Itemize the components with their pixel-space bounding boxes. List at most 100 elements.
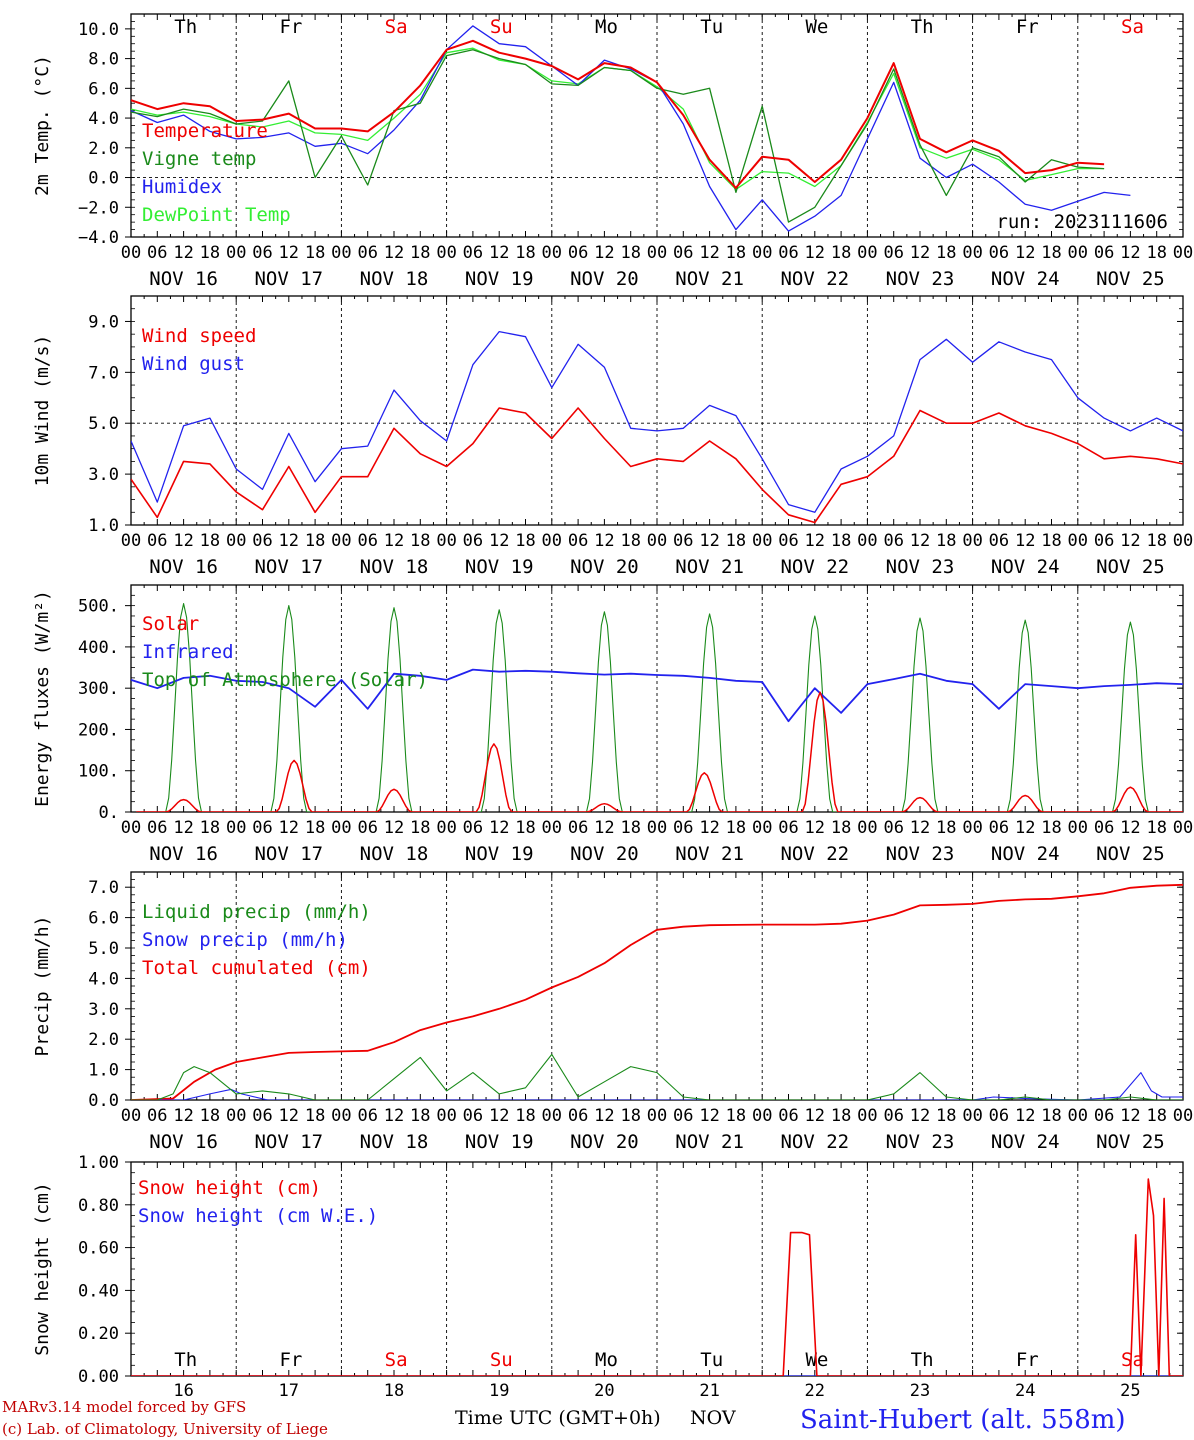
x-hour-label: 18	[936, 531, 956, 551]
x-hour-label: 06	[989, 531, 1009, 551]
x-hour-label: 12	[279, 243, 299, 263]
x-hour-label: 12	[173, 243, 193, 263]
x-hour-label: 12	[805, 1106, 825, 1126]
x-hour-label: 18	[1041, 1106, 1061, 1126]
x-hour-label: 18	[1146, 1106, 1166, 1126]
y-tick-label: 10.0	[78, 20, 119, 40]
weekday-label: Sa	[1121, 1349, 1144, 1371]
x-hour-label: 06	[147, 1106, 167, 1126]
x-date-label: NOV 24	[991, 556, 1060, 578]
x-date-label: NOV 21	[675, 1131, 744, 1153]
weekday-label: Sa	[1121, 16, 1144, 38]
x-date-label: NOV 17	[254, 556, 323, 578]
x-date-label: NOV 16	[149, 556, 218, 578]
x-hour-label: 00	[1068, 1106, 1088, 1126]
x-hour-label: 18	[515, 531, 535, 551]
weekday-label: Th	[911, 1349, 934, 1371]
x-hour-label: 00	[226, 243, 246, 263]
x-hour-label: 06	[1094, 243, 1114, 263]
x-hour-label: 18	[726, 1106, 746, 1126]
x-hour-label: 00	[752, 243, 772, 263]
x-date-label: NOV 18	[360, 268, 429, 290]
x-hour-label: 12	[805, 818, 825, 838]
x-hour-label: 00	[542, 531, 562, 551]
y-tick-label: 6.0	[88, 909, 119, 929]
x-hour-label: 12	[1015, 243, 1035, 263]
x-hour-label: 12	[594, 243, 614, 263]
x-hour-label: 00	[121, 531, 141, 551]
x-hour-label: 00	[121, 818, 141, 838]
x-hour-label: 06	[568, 243, 588, 263]
x-hour-label: 06	[252, 243, 272, 263]
weekday-label: Th	[174, 16, 197, 38]
x-date-label: NOV 24	[991, 843, 1060, 865]
x-date-label: NOV 19	[465, 268, 534, 290]
legend-entry: Solar	[142, 613, 199, 635]
series-line-wind-speed	[131, 407, 1183, 524]
x-hour-label: 00	[857, 243, 877, 263]
x-date-label: NOV 21	[675, 268, 744, 290]
legend-entry: Liquid precip (mm/h)	[142, 901, 371, 923]
x-hour-label: 06	[778, 1106, 798, 1126]
x-hour-label: 00	[857, 531, 877, 551]
x-hour-label: 06	[1094, 818, 1114, 838]
y-axis-label: Precip (mm/h)	[32, 916, 53, 1057]
y-tick-label: 3.0	[88, 1000, 119, 1020]
y-axis-label: 10m Wind (m/s)	[32, 335, 53, 487]
x-hour-label: 00	[1068, 818, 1088, 838]
x-date-label: NOV 18	[360, 556, 429, 578]
x-hour-label: 06	[883, 1106, 903, 1126]
x-hour-label: 18	[200, 531, 220, 551]
x-hour-label: 06	[673, 1106, 693, 1126]
weekday-label: We	[805, 1349, 828, 1371]
x-date-label: NOV 17	[254, 1131, 323, 1153]
x-hour-label: 18	[1146, 531, 1166, 551]
x-hour-label: 12	[279, 1106, 299, 1126]
series-line-wind-gust	[131, 330, 1183, 513]
series-line-solar	[136, 691, 1183, 812]
x-hour-label: 00	[226, 818, 246, 838]
legend-entry: Vigne temp	[142, 148, 256, 170]
x-hour-label: 12	[910, 243, 930, 263]
weekday-label: We	[805, 16, 828, 38]
y-tick-label: 1.00	[78, 1153, 119, 1173]
x-hour-label: 12	[910, 531, 930, 551]
x-hour-label: 12	[910, 818, 930, 838]
x-hour-label: 18	[200, 818, 220, 838]
x-hour-label: 00	[331, 531, 351, 551]
y-tick-label: 0.0	[88, 1091, 119, 1111]
x-hour-label: 18	[515, 1106, 535, 1126]
x-hour-label: 12	[699, 1106, 719, 1126]
x-hour-label: 06	[673, 531, 693, 551]
x-hour-label: 00	[962, 243, 982, 263]
x-hour-label: 18	[936, 818, 956, 838]
x-hour-label: 18	[305, 818, 325, 838]
x-hour-label: 12	[594, 818, 614, 838]
y-tick-label: 1.0	[88, 516, 119, 536]
series-line-temperature	[131, 39, 1105, 189]
x-date-label: NOV 22	[780, 1131, 849, 1153]
legend-entry: Snow height (cm W.E.)	[138, 1205, 378, 1227]
x-hour-label: 18	[620, 243, 640, 263]
x-daynum-label: 19	[489, 1381, 509, 1401]
x-hour-label: 06	[778, 243, 798, 263]
x-date-label: NOV 21	[675, 843, 744, 865]
y-tick-label: 100.	[78, 762, 119, 782]
x-hour-label: 18	[726, 531, 746, 551]
legend-entry: Total cumulated (cm)	[142, 957, 371, 979]
x-hour-label: 00	[857, 818, 877, 838]
x-hour-label: 12	[173, 1106, 193, 1126]
weekday-label: Mo	[595, 1349, 618, 1371]
x-hour-label: 06	[673, 243, 693, 263]
y-tick-label: 0.40	[78, 1281, 119, 1301]
panel-1: 00 06 12 18 00 06 12 18 00 06 12 18 00 06 12 18 00 06 12 18…	[32, 13, 1193, 290]
series-line-infrared	[131, 668, 1183, 723]
x-hour-label: 06	[778, 818, 798, 838]
x-hour-label: 12	[805, 243, 825, 263]
x-hour-label: 00	[1173, 818, 1193, 838]
x-date-label: NOV 16	[149, 843, 218, 865]
x-daynum-label: 20	[594, 1381, 614, 1401]
x-hour-label: 12	[594, 1106, 614, 1126]
x-date-label: NOV 16	[149, 268, 218, 290]
